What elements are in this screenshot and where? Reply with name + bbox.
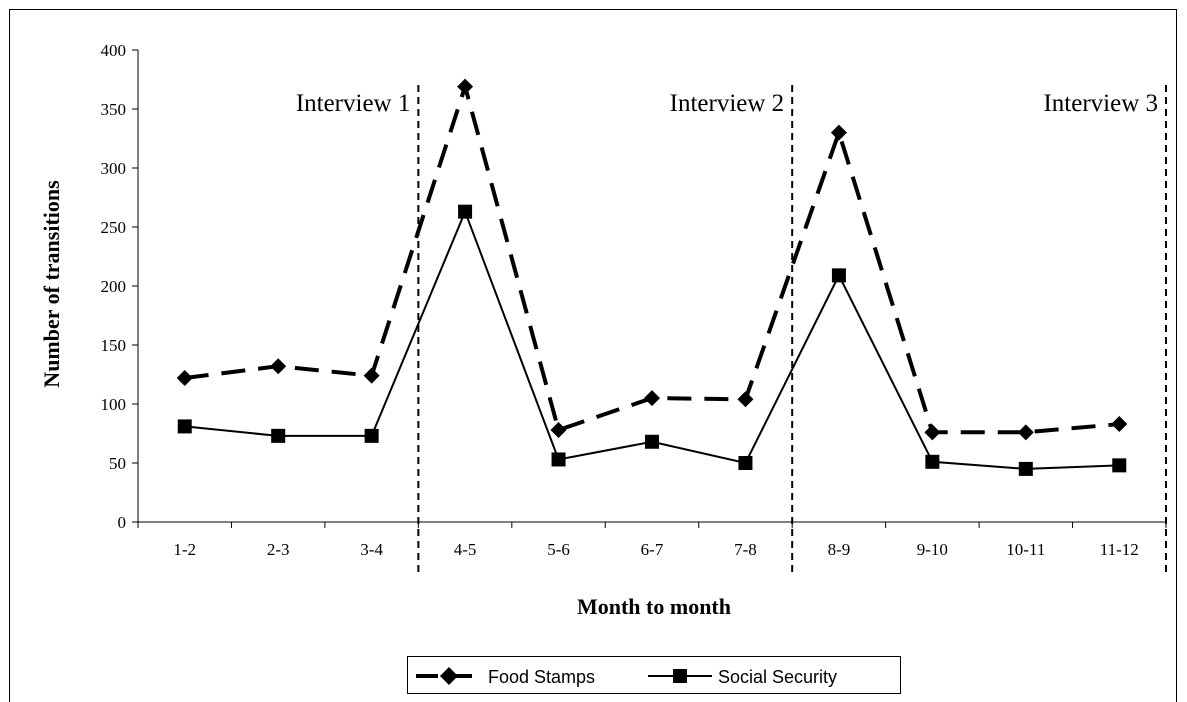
x-tick-label: 9-10 [917,540,948,559]
y-tick-label: 100 [101,395,127,414]
data-point-social-security [1018,461,1033,476]
data-point-food-stamps [737,391,754,408]
data-point-food-stamps [457,78,474,95]
interview-annotation: Interview 1 [296,90,411,117]
series-line-food-stamps [184,79,1120,435]
y-tick-label: 400 [101,41,127,60]
x-tick-label: 4-5 [454,540,477,559]
data-point-food-stamps [1017,424,1034,441]
legend-label-social-security: Social Security [718,667,837,687]
y-tick-label: 300 [101,159,127,178]
data-point-food-stamps [550,421,567,438]
x-tick-label: 8-9 [828,540,851,559]
axes [132,49,1167,528]
series-layer [176,78,1128,476]
data-point-social-security [645,434,659,449]
data-point-social-security [738,456,753,470]
data-point-social-security [271,428,286,443]
data-point-social-security [458,204,473,219]
data-point-food-stamps [176,370,193,387]
legend: Food Stamps Social Security [407,656,901,694]
data-point-food-stamps [830,124,847,141]
x-tick-label: 1-2 [173,540,196,559]
legend-label-food-stamps: Food Stamps [488,667,595,687]
interview-annotation: Interview 2 [670,90,785,117]
data-point-social-security [364,428,379,443]
x-tick-label: 11-12 [1100,540,1139,559]
x-tick-label: 2-3 [267,540,290,559]
x-axis-title: Month to month [577,594,731,619]
x-tick-label: 7-8 [734,540,757,559]
y-tick-label: 0 [118,513,127,532]
data-point-food-stamps [270,358,287,375]
data-point-food-stamps [644,390,660,407]
y-axis-title: Number of transitions [39,180,64,388]
x-tick-label: 10-11 [1006,540,1045,559]
y-tick-label: 250 [101,218,127,237]
data-point-social-security [551,452,566,467]
x-tick-label: 5-6 [547,540,570,559]
data-point-social-security [177,419,192,434]
data-point-food-stamps [1111,416,1128,433]
legend-square-marker [673,669,687,683]
x-tick-label: 3-4 [360,540,383,559]
interview-boundaries: Interview 1 Interview 2 Interview 3 [296,85,1167,574]
labels: 0 50 100 150 200 250 300 350 400 1-2 2-3 3-4 4-5 5-6 6… [101,41,1139,559]
data-point-social-security [925,454,940,469]
y-tick-label: 350 [101,100,127,119]
x-tick-label: 6-7 [641,540,664,559]
y-tick-label: 150 [101,336,127,355]
y-tick-label: 200 [101,277,127,296]
legend-svg: Food Stamps Social Security [416,667,837,687]
chart-frame [9,9,1177,702]
data-point-social-security [1112,458,1127,473]
data-point-food-stamps [363,367,380,384]
y-tick-label: 50 [109,454,126,473]
data-point-food-stamps [924,424,941,441]
legend-diamond-marker [440,667,458,685]
data-point-social-security [831,268,846,283]
interview-annotation: Interview 3 [1043,90,1158,117]
